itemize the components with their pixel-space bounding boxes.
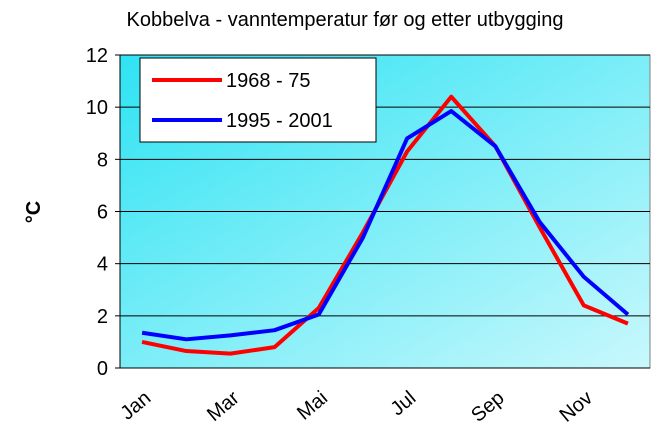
- legend-label: 1968 - 75: [226, 70, 311, 92]
- y-tick-label: 2: [97, 306, 108, 328]
- legend-label: 1995 - 2001: [226, 110, 333, 132]
- x-tick-label: Mai: [293, 387, 332, 425]
- y-tick-label: 4: [97, 254, 108, 276]
- y-axis-label: °C: [23, 201, 45, 223]
- x-tick-label: Jul: [387, 387, 421, 420]
- x-tick-label: Jan: [116, 387, 155, 425]
- y-tick-label: 8: [97, 149, 108, 171]
- chart-title: Kobbelva - vanntemperatur før og etter u…: [127, 9, 564, 31]
- legend-box: [139, 57, 377, 143]
- x-tick-label: Nov: [556, 387, 597, 427]
- y-tick-label: 0: [97, 358, 108, 380]
- x-tick-label: Sep: [467, 387, 508, 427]
- y-tick-label: 10: [86, 97, 108, 119]
- series-line: [141, 109, 630, 342]
- y-tick-label: 6: [97, 202, 108, 224]
- y-tick-label: 12: [86, 45, 108, 67]
- x-tick-label: Mar: [203, 387, 244, 426]
